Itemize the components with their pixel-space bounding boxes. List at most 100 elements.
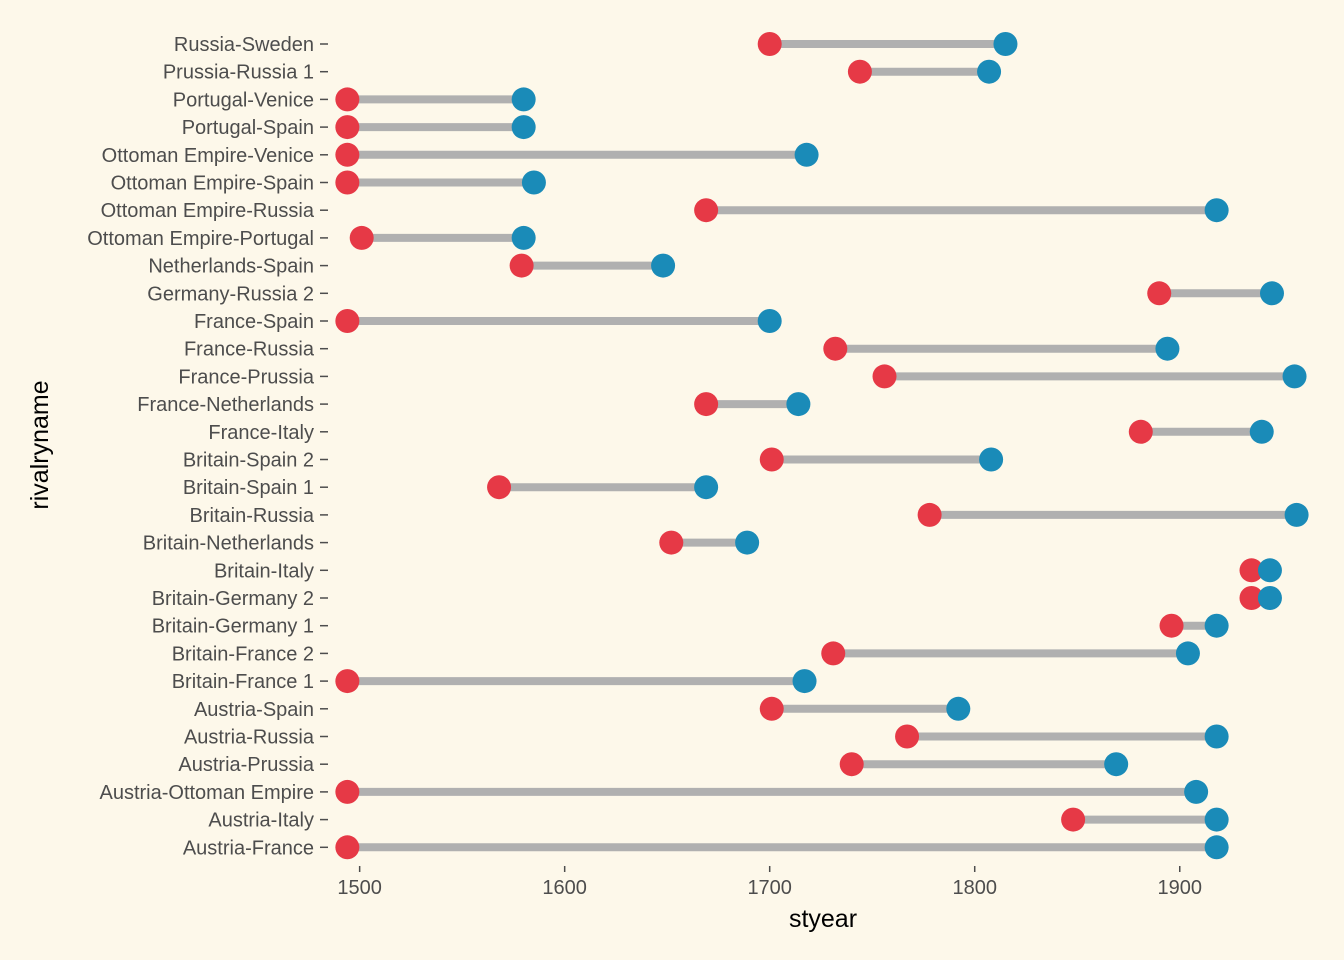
start-point [1061, 807, 1086, 832]
end-point [1155, 336, 1180, 361]
start-point [1239, 558, 1264, 583]
end-point [757, 309, 782, 333]
end-point [786, 392, 811, 417]
start-point [823, 336, 848, 361]
x-axis-title: styear [789, 905, 857, 933]
y-tick-label: Germany-Russia 2 [147, 283, 314, 305]
end-point [1249, 419, 1274, 444]
start-point [694, 392, 719, 417]
y-tick-label: France-Spain [194, 311, 314, 333]
y-tick-label: Austria-Spain [194, 699, 314, 721]
y-tick-label: Britain-Germany 1 [152, 616, 314, 638]
start-point [335, 170, 360, 195]
end-point [735, 530, 760, 555]
end-point [1204, 835, 1229, 860]
end-point [794, 142, 819, 167]
y-tick-label: Netherlands-Spain [148, 256, 314, 278]
end-point [1257, 558, 1282, 583]
end-point [511, 225, 536, 250]
end-point [792, 669, 817, 694]
end-point [511, 115, 536, 140]
y-tick-label: Britain-Italy [214, 560, 314, 582]
end-point [946, 696, 971, 721]
start-point [509, 253, 534, 278]
end-point [993, 32, 1018, 56]
y-tick-label: Russia-Sweden [174, 34, 314, 56]
start-point [335, 835, 360, 860]
y-tick-label: Portugal-Venice [173, 89, 314, 111]
end-point [521, 170, 546, 195]
y-tick-label: Britain-Spain 1 [183, 477, 314, 499]
y-tick-label: France-Prussia [178, 366, 314, 388]
y-tick-label: Britain-Russia [190, 505, 315, 527]
y-tick-label: Austria-France [183, 837, 314, 859]
start-point [1239, 586, 1264, 610]
y-tick-label: Britain-Netherlands [143, 533, 314, 555]
end-point [977, 59, 1002, 84]
start-point [349, 225, 374, 250]
y-axis-title: rivalryname [26, 380, 54, 509]
y-tick-label: Ottoman Empire-Venice [102, 145, 314, 167]
start-point [335, 779, 360, 804]
y-tick-label: Ottoman Empire-Spain [111, 173, 314, 195]
end-point [1204, 807, 1229, 832]
y-tick-label: Britain-France 1 [172, 671, 314, 693]
y-tick-label: Austria-Italy [208, 810, 314, 832]
x-tick-label: 1500 [337, 877, 382, 899]
start-point [759, 696, 784, 721]
end-point [1104, 752, 1129, 777]
start-point [917, 502, 942, 527]
start-point [335, 87, 360, 112]
start-point [1147, 281, 1172, 306]
y-tick-label: France-Italy [208, 422, 314, 444]
end-point [694, 475, 719, 500]
y-tick-label: Britain-France 2 [172, 643, 314, 665]
start-point [821, 641, 846, 666]
end-point [1282, 364, 1307, 389]
start-point [1159, 613, 1184, 638]
y-tick-label: France-Russia [184, 339, 315, 361]
y-tick-label: Austria-Russia [184, 727, 315, 749]
start-point [757, 32, 782, 56]
end-point [979, 447, 1004, 472]
end-point [1204, 198, 1229, 223]
end-point [1259, 281, 1284, 306]
x-axis: 1500 1600 1700 1800 1900 [337, 866, 1202, 899]
end-point [1284, 502, 1309, 527]
start-point [839, 752, 864, 777]
y-tick-label: Austria-Prussia [178, 754, 314, 776]
end-point [1175, 641, 1200, 666]
start-point [487, 475, 512, 500]
y-tick-label: Austria-Ottoman Empire [99, 782, 314, 804]
end-point [511, 87, 536, 112]
points-layer [335, 32, 1309, 860]
start-point [335, 309, 360, 333]
start-point [694, 198, 719, 223]
y-tick-label: Ottoman Empire-Portugal [87, 228, 314, 250]
start-point [847, 59, 872, 84]
start-point [872, 364, 897, 389]
start-point [659, 530, 684, 555]
end-point [1204, 724, 1229, 749]
x-tick-label: 1700 [747, 877, 792, 899]
start-point [759, 447, 784, 472]
start-point [335, 669, 360, 694]
start-point [1128, 419, 1153, 444]
start-point [895, 724, 920, 749]
y-tick-label: France-Netherlands [137, 394, 314, 416]
y-tick-label: Portugal-Spain [182, 117, 314, 139]
start-point [335, 115, 360, 140]
end-point [1204, 613, 1229, 638]
y-tick-label: Ottoman Empire-Russia [101, 200, 315, 222]
start-point [335, 142, 360, 167]
x-tick-label: 1800 [952, 877, 997, 899]
y-tick-label: Britain-Germany 2 [152, 588, 314, 610]
end-point [651, 253, 676, 278]
y-tick-label: Britain-Spain 2 [183, 450, 314, 472]
y-tick-label: Prussia-Russia 1 [163, 62, 314, 84]
y-axis: Russia-Sweden Prussia-Russia 1 Portugal-Ve… [87, 34, 328, 859]
end-point [1257, 586, 1282, 610]
x-tick-label: 1600 [542, 877, 587, 899]
